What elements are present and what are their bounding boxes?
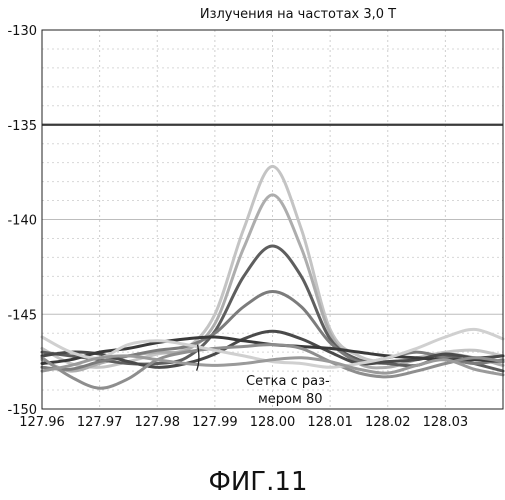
figure-caption: ФИГ.11	[208, 467, 307, 497]
y-tick-label: -140	[7, 214, 37, 229]
x-tick-label: 128.02	[365, 415, 411, 430]
chart-title: Излучения на частотах 3,0 Т	[200, 7, 396, 22]
y-tick-label: -145	[7, 308, 37, 323]
x-tick-label: 127.97	[77, 415, 123, 430]
annotation-label-line1: Сетка с раз-	[246, 374, 330, 389]
x-tick-label: 128.00	[250, 415, 296, 430]
annotation-label-line2: мером 80	[258, 392, 323, 407]
x-tick-label: 127.98	[135, 415, 181, 430]
x-tick-label: 128.03	[423, 415, 469, 430]
x-tick-label: 127.96	[19, 415, 65, 430]
y-tick-label: -135	[7, 119, 37, 134]
x-tick-label: 127.99	[192, 415, 238, 430]
y-tick-label: -130	[7, 24, 37, 39]
x-tick-label: 128.01	[307, 415, 353, 430]
